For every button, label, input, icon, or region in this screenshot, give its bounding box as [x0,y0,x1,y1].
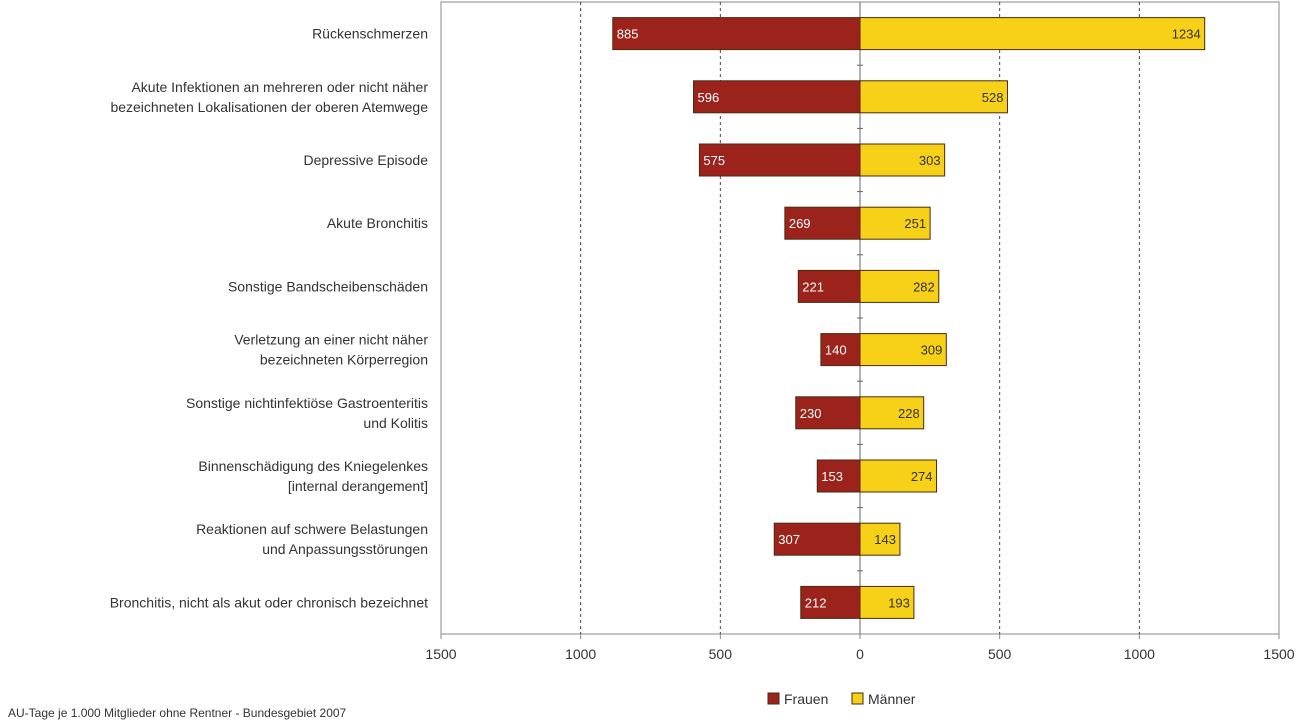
chart-footnote: AU-Tage je 1.000 Mitglieder ohne Rentner… [8,706,347,720]
data-label-männer-3: 251 [904,216,926,231]
category-label-line: Sonstige nichtinfektiöse Gastroenteritis [186,395,428,411]
data-label-frauen-3: 269 [789,216,811,231]
data-label-frauen-2: 575 [703,153,725,168]
bar-frauen-1 [693,80,861,114]
data-label-frauen-4: 221 [802,279,824,294]
data-label-männer-5: 309 [921,343,943,358]
legend: Frauen Männer [767,691,916,707]
x-tick-label-6: 1500 [1263,646,1294,662]
category-label-line: Sonstige Bandscheibenschäden [228,278,428,294]
bar-frauen-4 [797,269,861,303]
category-label-line: und Kolitis [363,415,428,431]
data-label-männer-9: 193 [888,595,910,610]
category-label-1: Akute Infektionen an mehreren oder nicht… [110,79,428,115]
category-label-7: Binnenschädigung des Kniegelenkes [intern… [198,458,428,494]
x-tick-label-4: 500 [988,646,1012,662]
bar-frauen-6 [795,396,861,430]
bar-frauen-3 [784,206,861,240]
bar-männer-7 [859,459,938,493]
x-tick-label-0: 1500 [425,646,456,662]
legend-label-männer: Männer [868,691,916,707]
data-label-frauen-7: 153 [821,469,843,484]
bar-männer-2 [859,143,946,177]
data-label-frauen-8: 307 [778,532,800,547]
category-label-line: Bronchitis, nicht als akut oder chronisc… [110,594,428,610]
bar-männer-8 [859,522,901,556]
category-label-line: [internal derangement] [288,478,428,494]
legend-swatch-frauen [767,692,780,705]
data-label-frauen-0: 885 [617,27,639,42]
category-label-line: und Anpassungsstörungen [262,541,428,557]
category-label-0: Rückenschmerzen [312,26,428,42]
bar-frauen-0 [612,17,861,51]
bar-männer-4 [859,269,940,303]
data-label-männer-8: 143 [874,532,896,547]
category-label-line: Akute Bronchitis [327,215,428,231]
data-label-frauen-5: 140 [825,343,847,358]
category-label-line: Depressive Episode [303,152,428,168]
data-label-männer-1: 528 [982,90,1004,105]
category-label-3: Akute Bronchitis [327,215,428,231]
bar-männer-0 [859,17,1206,51]
data-label-männer-2: 303 [919,153,941,168]
x-tick-label-3: 0 [856,646,864,662]
bar-frauen-9 [800,585,861,619]
data-label-männer-0: 1234 [1172,27,1201,42]
bar-männer-1 [859,80,1008,114]
data-label-frauen-6: 230 [800,406,822,421]
x-tick-label-2: 500 [709,646,733,662]
category-label-5: Verletzung an einer nicht näher bezeichne… [234,332,428,368]
data-label-männer-4: 282 [913,279,935,294]
x-axis: 1500 1000 500 0 500 1000 1500 [425,634,1295,662]
bar-männer-6 [859,396,925,430]
category-label-line: Reaktionen auf schwere Belastungen [196,521,428,537]
x-tick-label-1: 1000 [565,646,596,662]
category-labels: Rückenschmerzen Akute Infektionen an mehr… [110,26,429,611]
category-label-line: Akute Infektionen an mehreren oder nicht… [131,79,428,95]
legend-label-frauen: Frauen [784,691,828,707]
bar-frauen-2 [698,143,861,177]
category-label-line: bezeichneten Lokalisationen der oberen A… [110,99,428,115]
bar-männer-3 [859,206,931,240]
category-label-9: Bronchitis, nicht als akut oder chronisc… [110,594,428,610]
category-label-line: bezeichneten Körperregion [260,352,428,368]
data-label-frauen-1: 596 [698,90,720,105]
category-label-2: Depressive Episode [303,152,428,168]
category-label-8: Reaktionen auf schwere Belastungen und An… [196,521,428,557]
category-label-6: Sonstige nichtinfektiöse Gastroenteritis… [186,395,428,431]
category-label-line: Binnenschädigung des Kniegelenkes [198,458,428,474]
bar-männer-5 [859,333,947,367]
data-label-frauen-9: 212 [805,595,827,610]
x-tick-label-5: 1000 [1124,646,1155,662]
data-label-männer-6: 228 [898,406,920,421]
data-label-männer-7: 274 [911,469,933,484]
category-label-line: Verletzung an einer nicht näher [234,332,428,348]
legend-swatch-männer [851,692,864,705]
bar-frauen-7 [816,459,861,493]
bar-männer-9 [859,585,915,619]
bars: 885 1234 596 528 575 303 269 251 221 282 140 309 230… [612,17,1206,619]
category-label-line: Rückenschmerzen [312,26,428,42]
bar-frauen-8 [773,522,861,556]
category-label-4: Sonstige Bandscheibenschäden [228,278,428,294]
